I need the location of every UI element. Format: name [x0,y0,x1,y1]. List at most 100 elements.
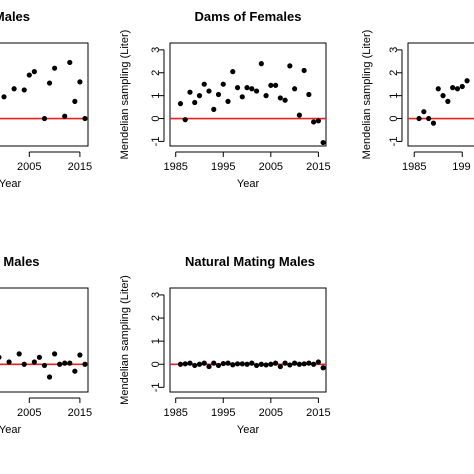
data-point [67,59,73,66]
x-axis-label: Year [237,178,260,190]
data-point [31,69,37,75]
data-point [311,119,317,125]
data-point [230,69,236,75]
data-point [41,115,48,122]
data-point [201,360,207,366]
data-point [46,374,53,380]
y-tick-label: 3 [388,47,400,53]
data-point [182,361,188,367]
chart-panel-4: ed AI Males 2005 2015 Year [0,254,92,436]
data-point [36,354,43,360]
data-point [306,360,312,366]
y-axis-label: Mendelian sampling (Liter) [361,30,373,160]
data-point [272,82,279,88]
data-point [77,79,83,85]
data-point [21,361,27,367]
data-point [196,93,203,99]
data-point [301,361,307,367]
data-point [272,360,279,366]
x-tick-label: 1985 [402,161,426,173]
y-tick-label: -1 [388,137,400,147]
data-point [263,93,269,99]
data-point [306,91,312,98]
y-tick-label: 2 [388,70,400,76]
y-tick-label: 1 [388,93,400,99]
y-tick-label: 0 [388,115,400,121]
data-point [277,363,283,370]
data-point [211,360,217,366]
data-point [201,81,207,87]
data-point [320,139,326,146]
data-point [77,352,83,358]
data-point [292,360,298,366]
data-point [177,361,184,367]
data-point [192,362,198,369]
chart-title: Natural Mating Males [185,254,315,269]
chart-panel-1: of Males 2005 2015 Year [0,9,92,190]
x-tick-label: 2005 [17,161,41,173]
data-point [21,87,27,93]
data-point [187,360,193,366]
data-point [225,360,231,366]
data-point [6,359,12,365]
chart-panel-2: Dams of Females -1 0 1 2 3 Mendelian sampling … [119,9,331,190]
data-point [277,95,283,101]
data-point [258,361,264,367]
data-point [287,63,293,69]
data-point [296,112,302,118]
x-tick-label: 1995 [211,407,235,419]
data-point [454,86,461,92]
data-point [52,351,58,357]
data-point [215,91,222,98]
data-point [268,82,274,88]
data-point [421,109,427,115]
data-point [268,361,274,367]
chart-title: ed AI Males [0,254,40,269]
x-tick-label: 2005 [17,407,41,419]
data-point [315,359,321,365]
x-tick-label: 2015 [68,161,92,173]
data-point [57,361,63,367]
data-point [249,360,255,366]
y-tick-label: -1 [150,137,162,147]
data-point [253,362,260,369]
data-point [450,85,456,91]
data-point [258,61,264,67]
data-point [46,80,53,86]
data-point [301,67,307,74]
data-point [430,120,437,126]
data-point [211,106,217,112]
data-point [282,97,288,103]
data-point [263,362,269,368]
data-point [206,88,212,94]
data-point [239,94,245,100]
data-point [426,115,432,122]
x-tick-label: 199 [452,161,470,173]
y-tick-label: 3 [150,292,162,298]
data-point [82,361,88,367]
chart-panel-5: Natural Mating Males -1 0 1 2 3 Mendelian samp… [119,254,331,436]
x-tick-label: 1995 [211,161,235,173]
data-point [177,101,184,107]
data-point [282,360,288,366]
data-point [31,359,37,365]
data-point [287,362,293,368]
y-tick-label: 2 [150,70,162,76]
data-point [244,85,250,91]
y-tick-label: 3 [150,47,162,53]
y-axis-label: Mendelian sampling (Liter) [119,30,131,160]
data-point [220,360,226,367]
data-point [0,354,2,360]
data-point [62,113,68,119]
data-point [296,361,302,367]
data-point [292,86,298,92]
data-point [220,81,226,87]
data-point [26,72,32,78]
y-tick-label: 0 [150,361,162,367]
chart-title: Dams of Females [195,9,302,24]
data-point [230,362,236,368]
y-tick-label: 1 [150,338,162,344]
data-point [464,78,470,84]
x-tick-label: 2015 [306,161,330,173]
